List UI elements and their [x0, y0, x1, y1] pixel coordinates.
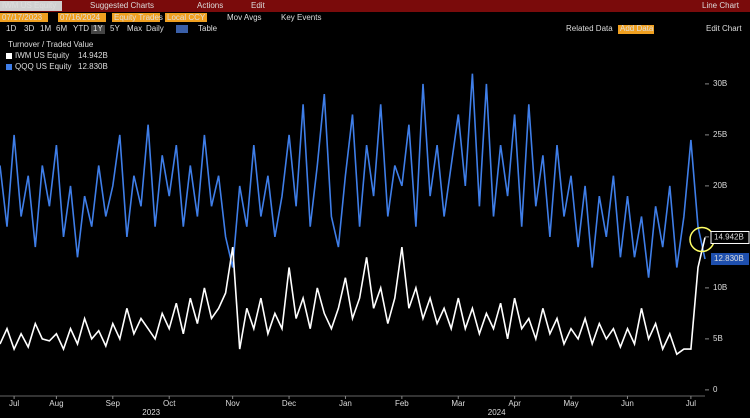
toolbar-security[interactable]: IWM US Equity — [2, 1, 56, 10]
end-label-box — [710, 230, 750, 244]
x-tick-label: Feb — [395, 399, 409, 408]
toolbar-frequency[interactable]: Daily — [146, 24, 164, 33]
range-button[interactable]: 6M — [56, 24, 67, 33]
y-tick-label: 5B — [713, 334, 723, 343]
toolbar-table[interactable]: Table — [198, 24, 218, 33]
series-line — [0, 237, 706, 356]
toolbar-add-data[interactable]: Add Data — [620, 24, 654, 33]
x-tick-label: Oct — [163, 399, 176, 408]
legend-value: 12.830B — [78, 62, 108, 71]
toolbar-mov-avgs[interactable]: Mov Avgs — [227, 13, 262, 22]
range-button[interactable]: Max — [127, 24, 142, 33]
x-tick-label: Jan — [339, 399, 352, 408]
x-tick-label: Jul — [686, 399, 696, 408]
x-tick-label: Nov — [226, 399, 240, 408]
range-button[interactable]: 1M — [40, 24, 51, 33]
end-label: 12.830B — [714, 254, 744, 263]
x-tick-label: Sep — [106, 399, 121, 408]
range-selected — [91, 25, 105, 34]
y-tick-label: 20B — [713, 181, 727, 190]
x-tick-label: Mar — [451, 399, 465, 408]
legend-value: 14.942B — [78, 51, 108, 60]
x-tick-label: Jun — [621, 399, 634, 408]
legend-swatch — [6, 53, 12, 59]
end-box[interactable] — [58, 13, 106, 22]
toolbar-start-date[interactable]: 07/17/2023 — [2, 13, 43, 22]
range-button[interactable]: 3D — [24, 24, 34, 33]
y-tick-label: 30B — [713, 79, 727, 88]
y-tick-label: 10B — [713, 283, 727, 292]
legend-name: IWM US Equity — [15, 51, 69, 60]
end-label: 14.942B — [714, 233, 744, 242]
legend-name: QQQ US Equity — [15, 62, 71, 71]
toolbar-end-date[interactable]: 07/16/2024 — [60, 13, 101, 22]
toolbar-suggested[interactable]: Suggested Charts — [90, 1, 154, 10]
range-button[interactable]: 5Y — [110, 24, 120, 33]
legend-title: Turnover / Traded Value — [8, 40, 94, 49]
y-tick-label: 0 — [713, 385, 718, 394]
series-line — [0, 73, 706, 278]
toolbar-edit-chart[interactable]: Edit Chart — [706, 24, 742, 33]
toolbar-edit[interactable]: Edit — [251, 1, 266, 10]
year-label: 2023 — [142, 408, 160, 417]
range-button[interactable]: YTD — [73, 24, 89, 33]
range-button[interactable]: 1Y — [93, 24, 103, 33]
x-tick-label: Aug — [49, 399, 63, 408]
end-label-box — [711, 253, 749, 266]
x-tick-label: Dec — [282, 399, 296, 408]
title-bar — [0, 0, 750, 12]
x-tick-label: Jul — [9, 399, 19, 408]
toolbar-actions[interactable]: Actions — [197, 1, 223, 10]
field-box[interactable] — [112, 13, 160, 22]
ccy-box[interactable] — [165, 13, 207, 22]
start-box[interactable] — [0, 13, 48, 22]
x-tick-label: May — [563, 399, 578, 408]
toolbar-key-events[interactable]: Key Events — [281, 13, 321, 22]
toolbar-related[interactable]: Related Data — [566, 24, 613, 33]
x-tick-label: Apr — [508, 399, 521, 408]
chart-icon[interactable] — [176, 25, 188, 33]
year-label: 2024 — [488, 408, 506, 417]
range-button[interactable]: 1D — [6, 24, 16, 33]
y-tick-label: 25B — [713, 130, 727, 139]
toolbar-currency[interactable]: Local CCY — [167, 13, 206, 22]
toolbar-field[interactable]: Equity Trades — [114, 13, 163, 22]
security-box[interactable] — [0, 1, 62, 11]
toolbar-chart-kind[interactable]: Line Chart — [702, 1, 740, 10]
legend-swatch — [6, 64, 12, 70]
add-box[interactable] — [618, 25, 654, 34]
